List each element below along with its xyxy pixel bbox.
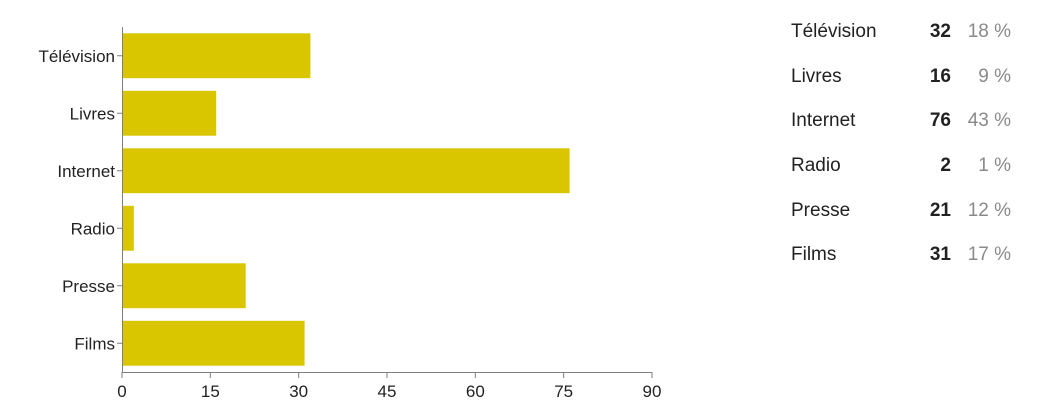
summary-label: Télévision [791, 21, 877, 43]
summary-row: Films 31 17 % [783, 233, 1011, 278]
x-tick-label: 45 [378, 382, 397, 401]
summary-label: Presse [791, 199, 851, 221]
bar [122, 90, 217, 136]
summary-count: 2 [940, 155, 951, 177]
summary-count: 76 [929, 110, 951, 132]
summary-count: 32 [929, 21, 951, 43]
summary-label: Radio [791, 155, 841, 177]
bar [122, 205, 134, 251]
summary-row: Télévision 32 18 % [783, 10, 1011, 55]
summary-percent: 17 % [967, 244, 1011, 266]
summary-row: Internet 76 43 % [783, 99, 1011, 144]
category-label: Livres [70, 104, 115, 123]
bar-chart: Télévision Livres Internet Radio Presse Films… [38, 27, 662, 401]
x-tick-label: 60 [466, 382, 485, 401]
summary-percent: 1 % [978, 155, 1011, 177]
category-label: Radio [71, 219, 115, 238]
summary-percent: 12 % [967, 199, 1011, 221]
summary-count: 16 [929, 65, 951, 87]
x-tick-label: 90 [643, 382, 662, 401]
bar [122, 33, 311, 79]
summary-table: Télévision 32 18 % Livres 16 9 % Interne… [783, 10, 1011, 278]
summary-percent: 9 % [978, 65, 1011, 87]
bar [122, 320, 305, 366]
category-label: Presse [62, 277, 115, 296]
x-tick-label: 75 [554, 382, 573, 401]
summary-count: 31 [929, 244, 951, 266]
x-tick-label: 15 [201, 382, 220, 401]
summary-row: Radio 2 1 % [783, 144, 1011, 189]
summary-label: Films [791, 244, 837, 266]
summary-row: Presse 21 12 % [783, 188, 1011, 233]
x-tick-label: 30 [289, 382, 308, 401]
summary-percent: 43 % [967, 110, 1011, 132]
bar [122, 263, 246, 309]
summary-percent: 18 % [967, 21, 1011, 43]
summary-label: Internet [791, 110, 856, 132]
category-label: Internet [57, 162, 115, 181]
summary-row: Livres 16 9 % [783, 55, 1011, 100]
summary-count: 21 [929, 199, 951, 221]
bar [122, 148, 570, 194]
x-tick-label: 0 [117, 382, 126, 401]
category-label: Télévision [38, 47, 115, 66]
category-label: Films [74, 334, 115, 353]
summary-label: Livres [791, 65, 842, 87]
